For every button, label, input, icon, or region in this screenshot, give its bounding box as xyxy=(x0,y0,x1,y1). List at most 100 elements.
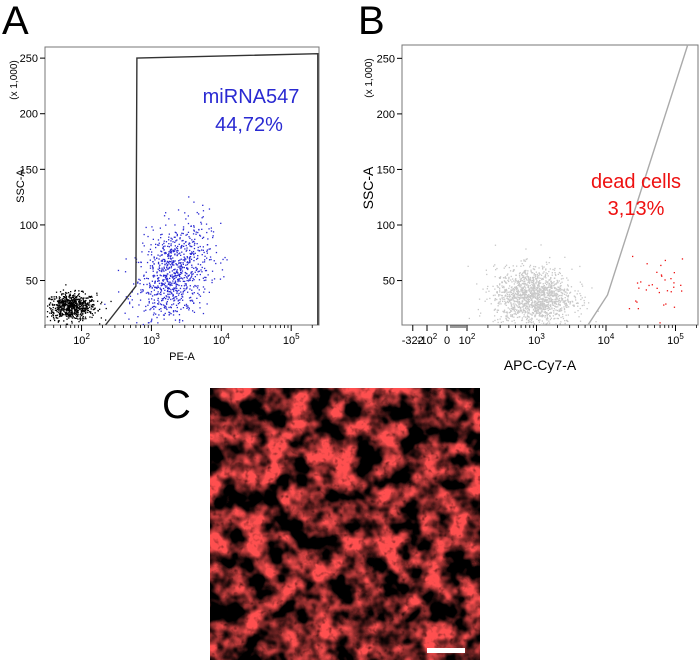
data-point-live xyxy=(543,303,545,305)
data-point-live xyxy=(558,287,561,289)
data-point-negative xyxy=(66,323,69,325)
data-point-gated xyxy=(149,285,151,287)
data-point-gated xyxy=(172,260,175,262)
x-tick-label: 0 xyxy=(444,335,450,347)
data-point-live xyxy=(555,274,557,277)
data-point-gated xyxy=(210,227,212,229)
data-point-negative xyxy=(79,316,81,318)
data-point-gated xyxy=(169,274,172,276)
data-point-live xyxy=(556,288,558,290)
data-point-gated xyxy=(125,258,127,260)
data-point-live xyxy=(530,291,532,294)
data-point-gated xyxy=(197,255,199,257)
data-point-live xyxy=(528,296,531,298)
data-point-live xyxy=(559,304,561,306)
data-point-negative xyxy=(75,300,77,302)
data-point-gated xyxy=(183,259,185,261)
data-point-dead xyxy=(660,264,662,267)
data-point-live xyxy=(543,287,545,289)
data-point-live xyxy=(544,289,546,291)
data-point-live xyxy=(544,304,546,306)
data-point-gated xyxy=(152,275,154,277)
data-point-live xyxy=(566,319,568,322)
data-point-gated xyxy=(199,235,202,237)
data-point-gated xyxy=(174,224,176,226)
data-point-gated xyxy=(175,263,177,265)
data-point-gated xyxy=(176,248,179,250)
data-point-gated xyxy=(155,286,157,288)
data-point-live xyxy=(552,299,554,301)
data-point-gated xyxy=(193,241,195,243)
data-point-gated xyxy=(213,260,215,262)
data-point-live xyxy=(522,272,524,274)
data-point-gated xyxy=(182,266,184,268)
data-point-live xyxy=(557,286,560,288)
data-point-gated xyxy=(219,278,222,280)
data-point-gated xyxy=(204,267,206,270)
data-point-negative xyxy=(60,309,62,311)
data-point-live xyxy=(556,309,558,312)
data-point-negative xyxy=(61,300,63,303)
data-point-gated xyxy=(189,285,191,287)
data-point-gated xyxy=(186,287,188,289)
data-point-gated xyxy=(147,304,149,306)
data-point-live xyxy=(523,296,526,298)
data-point-gated xyxy=(205,223,208,225)
data-point-live xyxy=(538,319,540,322)
data-point-live xyxy=(540,300,542,303)
data-point-negative xyxy=(83,311,85,313)
data-point-live xyxy=(538,282,540,284)
data-point-live xyxy=(521,297,523,299)
data-point-live xyxy=(581,297,583,299)
data-point-live xyxy=(560,278,563,280)
data-point-negative xyxy=(56,309,59,311)
data-point-negative xyxy=(58,315,61,318)
data-point-live xyxy=(507,320,509,322)
data-point-gated xyxy=(171,270,173,272)
data-point-dead xyxy=(680,284,682,286)
data-point-gated xyxy=(168,297,170,299)
data-point-gated xyxy=(182,307,185,309)
data-point-live xyxy=(502,298,504,300)
data-point-live xyxy=(509,291,511,294)
data-point-gated xyxy=(166,280,169,283)
data-point-gated xyxy=(168,252,170,255)
data-point-negative xyxy=(48,297,50,299)
data-point-gated xyxy=(202,286,205,288)
data-point-negative xyxy=(64,303,66,306)
data-point-live xyxy=(515,279,517,281)
data-point-gated xyxy=(152,266,154,268)
data-point-gated xyxy=(164,282,166,284)
data-point-live xyxy=(541,265,543,267)
data-point-live xyxy=(524,312,526,314)
data-point-live xyxy=(528,278,531,280)
data-point-negative xyxy=(52,314,54,316)
data-point-negative xyxy=(49,319,52,322)
data-point-gated xyxy=(172,311,175,313)
data-point-gated xyxy=(168,306,170,309)
data-point-live xyxy=(574,290,576,292)
data-point-live xyxy=(539,301,541,303)
data-point-negative xyxy=(84,301,86,303)
data-point-live xyxy=(531,306,533,309)
data-point-live xyxy=(500,316,502,318)
data-point-gated xyxy=(169,277,171,279)
data-point-negative xyxy=(66,304,68,306)
data-point-live xyxy=(527,300,529,302)
data-point-live xyxy=(549,294,551,296)
data-point-gated xyxy=(159,303,162,305)
data-point-live xyxy=(547,318,549,320)
data-point-live xyxy=(534,310,536,312)
data-point-negative xyxy=(70,300,72,302)
data-point-negative xyxy=(63,302,65,304)
data-point-gated xyxy=(124,271,127,273)
data-point-live xyxy=(505,295,507,297)
data-point-live xyxy=(550,280,552,282)
data-point-dead xyxy=(673,272,675,274)
data-point-gated xyxy=(162,269,164,271)
data-point-gated xyxy=(170,237,172,239)
data-point-negative xyxy=(71,299,73,301)
data-point-live xyxy=(567,298,569,301)
data-point-negative xyxy=(50,312,53,314)
data-point-live xyxy=(581,285,584,287)
